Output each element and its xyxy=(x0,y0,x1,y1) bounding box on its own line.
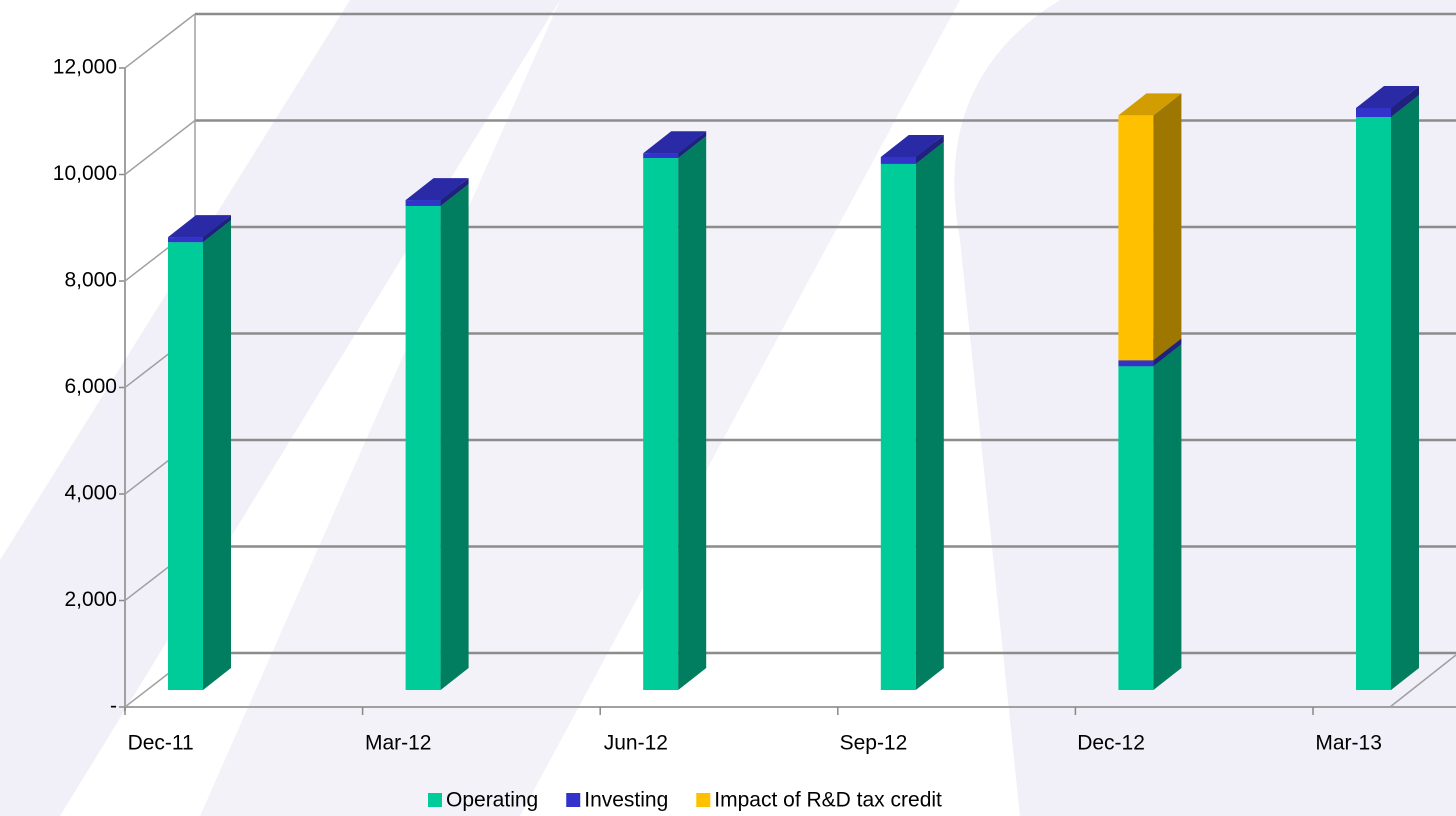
legend-swatch xyxy=(428,793,442,807)
bar-front xyxy=(168,237,203,243)
bar-segment xyxy=(405,183,469,690)
bar-side xyxy=(203,220,231,691)
bar-segment xyxy=(880,141,944,690)
bar-segment xyxy=(168,220,231,691)
y-tick-label: 10,000 xyxy=(53,162,117,185)
floor-edge xyxy=(1389,654,1456,708)
x-tick-label: Mar-12 xyxy=(365,732,432,755)
bar-side xyxy=(678,136,707,691)
bar-side xyxy=(915,134,944,164)
x-tick-label: Jun-12 xyxy=(604,732,668,755)
bar-front xyxy=(405,200,441,206)
y-tick-label: 2,000 xyxy=(64,588,117,611)
bar-top xyxy=(1356,85,1419,108)
bar-segment xyxy=(643,131,707,159)
bar-side xyxy=(440,178,469,206)
bar-top xyxy=(168,215,231,238)
bar-front xyxy=(1356,117,1391,690)
y-tick-label: - xyxy=(110,695,117,718)
bar-segment xyxy=(1356,85,1419,118)
bar-segment xyxy=(1118,93,1182,361)
bar-front xyxy=(168,242,203,691)
bar-side xyxy=(1391,85,1419,118)
bar-front xyxy=(880,156,916,164)
x-tick-label: Dec-12 xyxy=(1077,732,1145,755)
side-grid-line xyxy=(124,13,196,69)
y-tick-label: 6,000 xyxy=(64,375,117,398)
bar-front xyxy=(1118,360,1154,367)
bar-segment xyxy=(405,178,469,206)
bar-front xyxy=(880,163,916,690)
y-tick-label: 4,000 xyxy=(64,482,117,505)
bar-top xyxy=(643,131,707,154)
x-tick-label: Mar-13 xyxy=(1315,732,1382,755)
bar-side xyxy=(1153,93,1182,361)
legend-label: Investing xyxy=(584,789,668,812)
y-tick-label: 12,000 xyxy=(53,56,117,79)
legend-label: Operating xyxy=(446,789,538,812)
bar-side xyxy=(1391,95,1419,690)
bar-side xyxy=(915,141,944,690)
bar-segment xyxy=(643,136,707,691)
bar-segment xyxy=(1356,95,1419,690)
x-tick-label: Dec-11 xyxy=(128,732,194,755)
bar-front xyxy=(405,205,441,690)
swoosh xyxy=(954,0,1456,816)
swoosh xyxy=(200,0,960,816)
side-grid-line xyxy=(124,119,196,176)
bar-front xyxy=(1356,107,1391,118)
legend-swatch xyxy=(566,793,581,807)
legend-swatch xyxy=(696,793,711,807)
bar-side xyxy=(440,183,469,690)
bar-top xyxy=(1118,93,1182,116)
bar-top xyxy=(880,134,944,157)
y-tick-label: 8,000 xyxy=(64,269,117,292)
bar-side xyxy=(1153,344,1182,690)
bar-top xyxy=(405,178,469,201)
bar-front xyxy=(1118,366,1154,690)
legend-label: Impact of R&D tax credit xyxy=(714,789,942,812)
bar-front xyxy=(643,153,679,159)
bar-side xyxy=(203,215,231,243)
bar-side xyxy=(678,131,707,159)
bar-segment xyxy=(880,134,944,164)
bar-side xyxy=(1153,338,1182,367)
bar-front xyxy=(643,158,679,691)
bar-front xyxy=(1118,115,1154,361)
bar-segment xyxy=(1118,344,1182,690)
bar-segment xyxy=(168,215,231,243)
x-tick-label: Sep-12 xyxy=(840,732,908,755)
